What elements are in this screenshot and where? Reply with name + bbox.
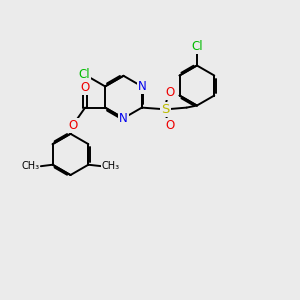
Text: N: N (119, 112, 128, 125)
Text: O: O (166, 119, 175, 132)
Text: CH₃: CH₃ (101, 161, 119, 171)
Text: S: S (161, 103, 170, 116)
Text: O: O (166, 86, 175, 99)
Text: N: N (137, 80, 146, 93)
Text: Cl: Cl (79, 68, 90, 81)
Text: O: O (69, 119, 78, 132)
Text: CH₃: CH₃ (22, 161, 40, 171)
Text: O: O (80, 81, 90, 94)
Text: Cl: Cl (191, 40, 203, 53)
